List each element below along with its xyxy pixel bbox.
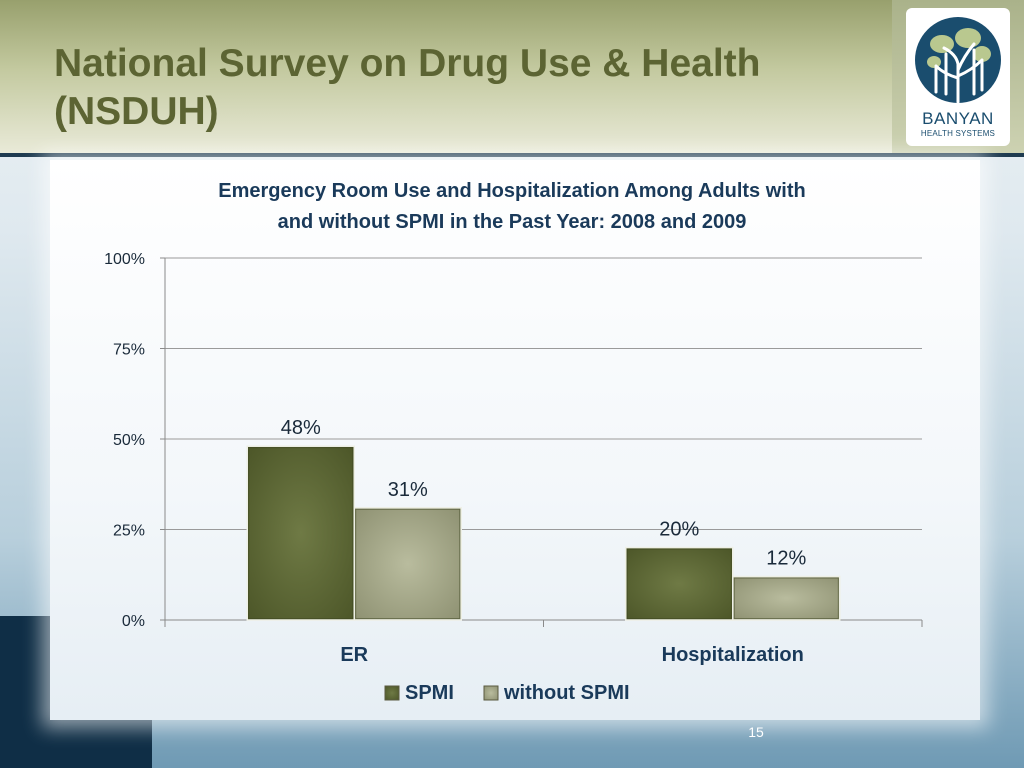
data-label: 20%	[659, 519, 699, 541]
data-label: 12%	[766, 548, 806, 570]
chart-card	[50, 160, 980, 720]
banyan-tree-icon	[915, 17, 1001, 104]
data-label: 48%	[281, 417, 321, 439]
bar-outline	[626, 548, 732, 619]
y-tick-label: 25%	[113, 523, 145, 540]
bar-outline	[733, 577, 839, 619]
legend-label: SPMI	[405, 682, 454, 704]
y-tick-label: 100%	[104, 251, 145, 268]
data-label: 31%	[388, 479, 428, 501]
slide-title-line-2: (NSDUH)	[54, 90, 219, 133]
logo-tagline: HEALTH SYSTEMS	[920, 129, 996, 138]
y-tick-label: 50%	[113, 432, 145, 449]
chart-title-line-2: and without SPMI in the Past Year: 2008 …	[277, 211, 747, 233]
legend-label: without SPMI	[503, 682, 630, 704]
y-tick-label: 75%	[113, 342, 145, 359]
slide-title: National Survey on Drug Use & Health (NS…	[54, 40, 874, 136]
legend-swatch	[384, 685, 400, 701]
chart-title-line-1: Emergency Room Use and Hospitalization A…	[218, 180, 806, 202]
chart-title: Emergency Room Use and Hospitalization A…	[150, 176, 874, 238]
bar-outline	[248, 447, 354, 619]
y-tick-label: 0%	[122, 613, 145, 630]
logo-name: BANYAN	[922, 109, 994, 128]
page-number: 15	[748, 724, 764, 740]
slide-title-line-1: National Survey on Drug Use & Health	[54, 42, 761, 85]
x-tick-label: ER	[340, 644, 368, 666]
bar-without-spmi-er	[353, 507, 462, 621]
title-divider	[0, 153, 1024, 157]
title-banner	[0, 0, 892, 153]
legend-swatch	[483, 685, 499, 701]
bar-spmi-hospitalization	[625, 546, 734, 621]
bar-spmi-er	[246, 445, 355, 621]
x-tick-label: Hospitalization	[662, 644, 804, 666]
bar-outline	[355, 508, 461, 619]
bar-without-spmi-hospitalization	[732, 575, 841, 621]
